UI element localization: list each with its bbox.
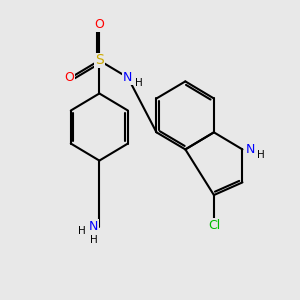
Text: H: H bbox=[135, 78, 143, 88]
Text: O: O bbox=[64, 71, 74, 84]
Text: H: H bbox=[90, 235, 97, 245]
Text: H: H bbox=[257, 150, 265, 160]
Text: N: N bbox=[246, 143, 255, 156]
Text: N: N bbox=[89, 220, 98, 233]
Text: H: H bbox=[78, 226, 86, 236]
Text: O: O bbox=[94, 18, 104, 31]
Text: S: S bbox=[95, 53, 104, 68]
Text: Cl: Cl bbox=[208, 219, 220, 232]
Text: N: N bbox=[123, 71, 133, 84]
